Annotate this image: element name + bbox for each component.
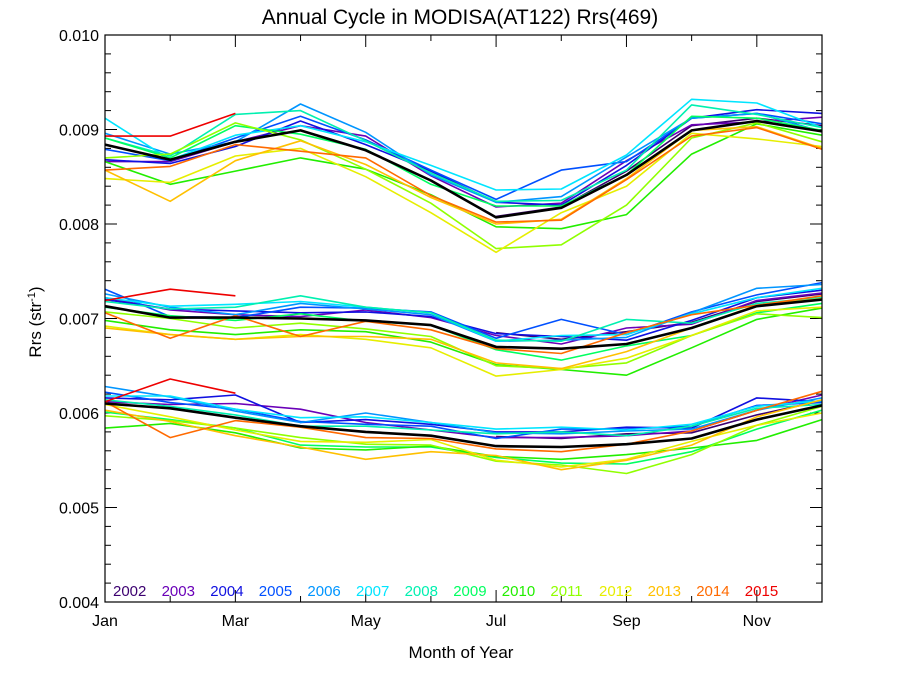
x-tick-label: May xyxy=(351,613,381,630)
series-line-2015 xyxy=(104,288,236,302)
series-line-2007 xyxy=(105,395,823,431)
series-line-2007 xyxy=(104,98,823,191)
x-tick-labels: Jan Mar May Jul Sep Nov xyxy=(92,613,771,630)
y-tick-label: 0.006 xyxy=(59,406,99,423)
series-line-2008 xyxy=(104,295,823,342)
mean-line xyxy=(104,402,823,449)
series-line-2014 xyxy=(104,126,823,223)
legend-item-2002: 2002 xyxy=(113,583,146,600)
legend-item-2008: 2008 xyxy=(405,583,438,600)
series-line-2003 xyxy=(105,116,823,208)
series-line-2014 xyxy=(104,390,823,453)
series-line-2014 xyxy=(104,295,823,355)
legend-item-2007: 2007 xyxy=(356,583,389,600)
legend-item-2014: 2014 xyxy=(696,583,729,600)
y-tick-label: 0.005 xyxy=(59,501,99,518)
legend-item-2010: 2010 xyxy=(502,583,535,600)
series-line-2012 xyxy=(104,403,823,468)
y-tick-label: 0.008 xyxy=(59,217,99,234)
y-tick-label: 0.010 xyxy=(59,28,99,45)
series-line-2010 xyxy=(104,307,823,376)
mean-line xyxy=(104,298,823,350)
plot-frame xyxy=(104,34,823,603)
y-tick-label: 0.004 xyxy=(59,595,99,612)
chart-title: Annual Cycle in MODISA(AT122) Rrs(469) xyxy=(262,6,658,29)
series-line-2013 xyxy=(104,399,823,471)
legend-item-2015: 2015 xyxy=(745,583,778,600)
legend-item-2011: 2011 xyxy=(550,583,582,600)
y-axis-label-main: Rrs (str xyxy=(26,302,45,358)
series-line-2010 xyxy=(104,123,823,230)
x-tick-label: Jul xyxy=(486,613,506,630)
series-line-2008 xyxy=(104,399,823,437)
series-lines xyxy=(104,98,823,475)
series-line-2002 xyxy=(496,293,823,341)
y-tick-label: 0.009 xyxy=(59,123,99,140)
x-tick-label: Sep xyxy=(612,613,641,630)
series-line-2009 xyxy=(104,115,823,207)
series-line-2006 xyxy=(104,385,823,435)
legend-item-2006: 2006 xyxy=(307,583,340,600)
legend-item-2012: 2012 xyxy=(599,583,632,600)
y-tick-labels: 0.004 0.005 0.006 0.007 0.008 0.009 0.010 xyxy=(59,28,99,612)
series-line-2015 xyxy=(105,112,236,137)
legend-item-2013: 2013 xyxy=(648,583,681,600)
x-tick-label: Nov xyxy=(743,613,771,630)
legend: 2002 2003 2004 2005 2006 2007 2008 2009 2010 2011… xyxy=(113,583,778,600)
legend-item-2005: 2005 xyxy=(259,583,292,600)
x-tick-label: Jan xyxy=(92,613,118,630)
series-line-2006 xyxy=(104,283,823,342)
series-line-2012 xyxy=(104,132,823,254)
y-axis-label-superscript: -1 xyxy=(26,292,38,302)
series-line-2011 xyxy=(104,122,823,250)
y-tick-label: 0.007 xyxy=(59,312,99,329)
legend-item-2004: 2004 xyxy=(210,583,243,600)
y-axis-label-close: ) xyxy=(26,286,45,292)
x-axis-label: Month of Year xyxy=(409,643,514,662)
legend-item-2003: 2003 xyxy=(162,583,195,600)
series-line-2010 xyxy=(104,418,823,461)
y-axis-label: Rrs (str-1) xyxy=(26,286,45,357)
mean-line xyxy=(104,119,823,219)
series-line-2015 xyxy=(104,378,236,403)
legend-item-2009: 2009 xyxy=(453,583,486,600)
x-tick-label: Mar xyxy=(222,613,250,630)
series-line-2008 xyxy=(104,104,823,203)
